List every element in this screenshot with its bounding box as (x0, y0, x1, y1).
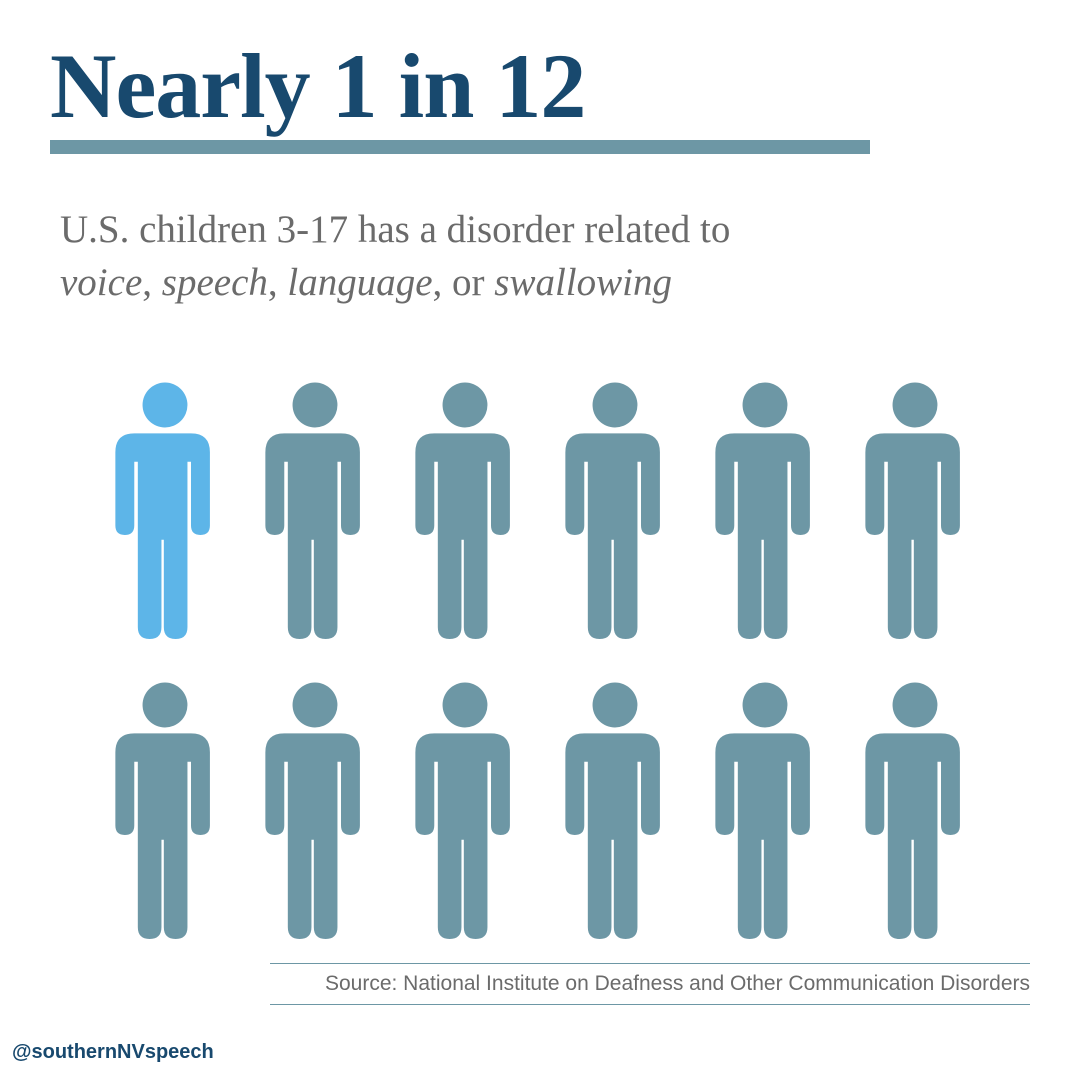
subhead-text: U.S. children 3-17 has a disorder relate… (50, 204, 1030, 309)
person-icon (254, 379, 376, 639)
person-icon (554, 379, 676, 639)
person-icon (854, 679, 976, 939)
social-handle: @southernNVspeech (12, 1041, 214, 1064)
headline-underline (50, 140, 870, 154)
pictogram-row (104, 679, 976, 939)
person-icon (404, 379, 526, 639)
source-citation: Source: National Institute on Deafness a… (270, 963, 1030, 1005)
person-icon (554, 679, 676, 939)
person-icon (254, 679, 376, 939)
pictogram (50, 379, 1030, 939)
person-icon (404, 679, 526, 939)
headline: Nearly 1 in 12 (50, 40, 1030, 132)
person-icon (104, 379, 226, 639)
footer: Source: National Institute on Deafness a… (50, 963, 1030, 1005)
person-icon (854, 379, 976, 639)
person-icon (104, 679, 226, 939)
person-icon (704, 379, 826, 639)
person-icon (704, 679, 826, 939)
pictogram-row (104, 379, 976, 639)
